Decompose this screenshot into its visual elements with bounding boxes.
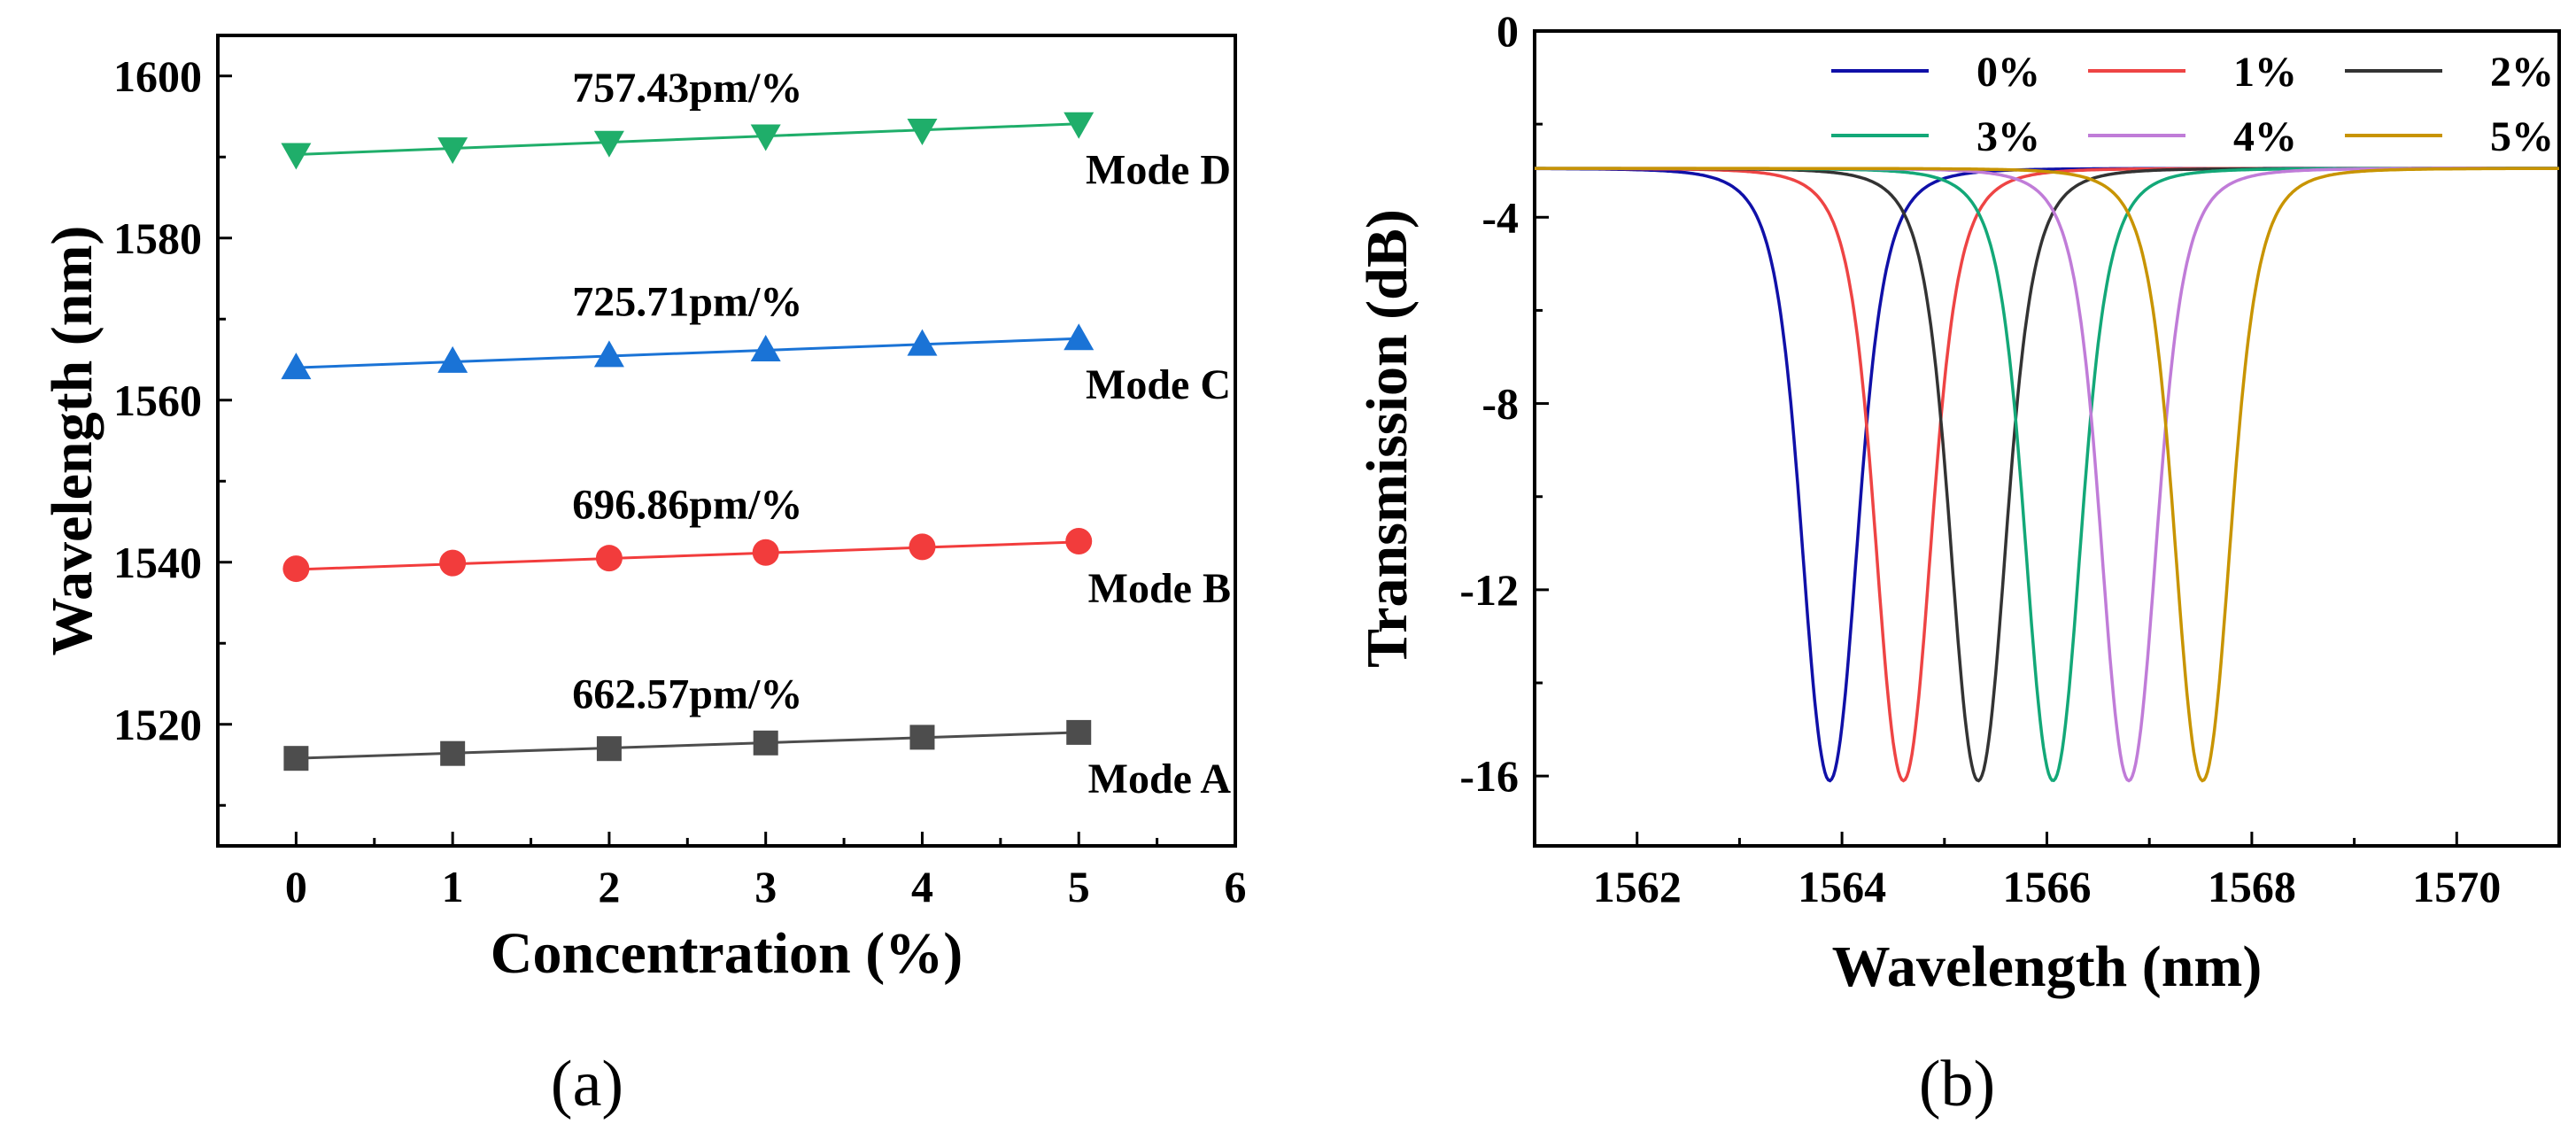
x-tick-label: 2: [598, 862, 620, 911]
slope-annotation: 662.57pm/%: [572, 671, 802, 718]
panel-b-chart: 1562 1564 1566 1568 1570 0 -4 -8 -12 -16 Wavelengt…: [1355, 6, 2561, 1120]
y-tick-label: 1580: [113, 213, 202, 263]
data-point: [909, 725, 935, 750]
data-point: [282, 555, 310, 583]
x-tick-label: 0: [285, 862, 307, 911]
panel-label-b: (b): [1919, 1048, 1995, 1120]
fit-line: [296, 540, 1079, 571]
legend-label: 5%: [2490, 113, 2554, 160]
slope-annotation: 757.43pm/%: [572, 65, 802, 112]
data-point: [752, 539, 779, 566]
x-tick-label: 6: [1225, 862, 1247, 911]
slope-annotation: 696.86pm/%: [572, 481, 802, 528]
x-tick-label: 4: [911, 862, 933, 911]
data-point: [593, 340, 624, 368]
x-tick-label: 3: [754, 862, 777, 911]
x-tick-label: 1570: [2412, 862, 2501, 911]
y-tick-label: 1600: [113, 51, 202, 101]
data-point: [596, 736, 622, 762]
mode-label: Mode D: [1086, 147, 1231, 194]
y-tick-label: 1520: [113, 700, 202, 749]
data-point: [281, 353, 312, 380]
x-axis-title: Wavelength (nm): [1832, 934, 2263, 999]
data-point: [283, 746, 309, 771]
data-point: [909, 533, 936, 561]
data-point: [437, 137, 468, 165]
data-point: [907, 329, 938, 356]
x-axis-title: Concentration (%): [491, 921, 963, 986]
data-point: [281, 143, 312, 170]
transmission-curve: [1535, 167, 2559, 783]
mode-label: Mode B: [1088, 565, 1231, 612]
plot-frame: [216, 34, 1237, 848]
data-point: [1064, 323, 1095, 351]
y-tick-label: -12: [1459, 565, 1519, 615]
data-point: [595, 545, 623, 572]
plot-frame: [1533, 29, 2561, 848]
legend-label: 3%: [1976, 113, 2040, 160]
legend-label: 0%: [1976, 49, 2040, 96]
legend-label: 4%: [2233, 113, 2297, 160]
data-point: [1065, 527, 1093, 554]
x-tick-label: 1566: [2003, 862, 2092, 911]
data-point: [907, 119, 938, 146]
fit-line: [296, 337, 1079, 369]
data-point: [753, 730, 778, 756]
x-tick-label: 1562: [1593, 862, 1682, 911]
transmission-curve: [1535, 167, 2559, 783]
transmission-curve: [1535, 167, 2559, 783]
y-tick-label: -16: [1459, 751, 1519, 801]
data-point: [1066, 719, 1092, 745]
panel-a-chart: 0 1 2 3 4 5 6 1520 1540 1560 1580 1600 Concentration…: [40, 34, 1247, 1120]
data-point: [439, 549, 467, 577]
fit-line: [296, 731, 1079, 760]
transmission-curve: [1535, 167, 2559, 783]
data-point: [750, 335, 781, 362]
x-tick-label: 5: [1068, 862, 1090, 911]
data-point: [437, 345, 468, 373]
y-tick-label: -8: [1481, 379, 1519, 429]
panel-label-a: (a): [551, 1048, 623, 1120]
data-point: [440, 740, 466, 766]
mode-label: Mode A: [1088, 756, 1232, 802]
fit-line: [296, 122, 1079, 157]
legend-label: 2%: [2490, 49, 2554, 96]
y-tick-label: 0: [1497, 6, 1519, 56]
x-tick-label: 1: [442, 862, 464, 911]
data-point: [1064, 112, 1095, 139]
y-tick-label: 1560: [113, 376, 202, 425]
y-axis-title: Wavelength (nm): [40, 226, 104, 656]
data-point: [750, 124, 781, 151]
y-tick-label: -4: [1481, 192, 1519, 242]
slope-annotation: 725.71pm/%: [572, 279, 802, 326]
x-tick-label: 1568: [2208, 862, 2296, 911]
data-point: [593, 130, 624, 158]
y-axis-title: Transmission (dB): [1355, 209, 1420, 668]
transmission-curve: [1535, 167, 2559, 783]
mode-label: Mode C: [1086, 361, 1231, 408]
x-tick-label: 1564: [1798, 862, 1886, 911]
transmission-curve: [1535, 167, 2559, 783]
legend-label: 1%: [2233, 49, 2297, 96]
y-tick-label: 1540: [113, 538, 202, 587]
